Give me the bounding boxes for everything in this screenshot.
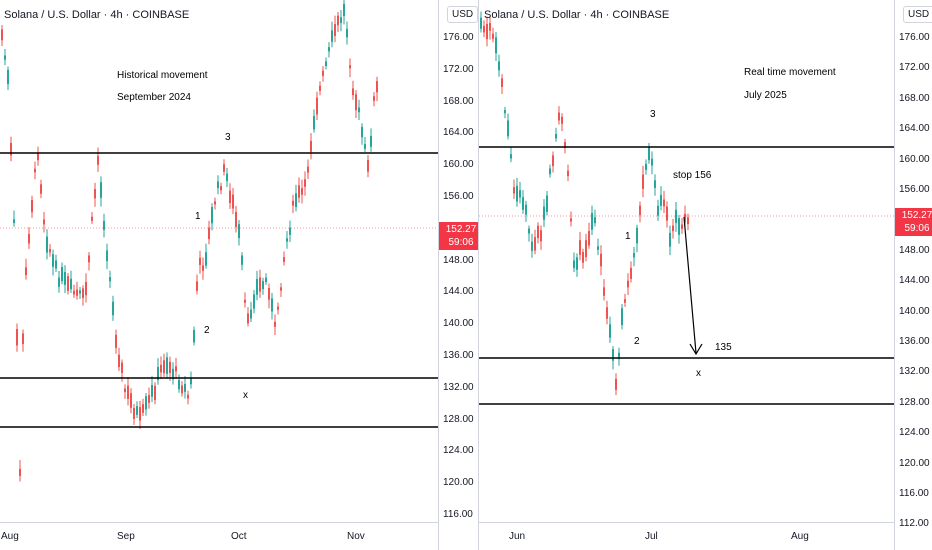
- wave-x-label: x: [243, 390, 248, 401]
- target-label: 135: [715, 342, 732, 353]
- annotation-date: September 2024: [117, 92, 191, 103]
- annotation-historical: Historical movement: [117, 70, 208, 81]
- time-label-aug: Aug: [1, 531, 19, 542]
- price-label: 124.00: [899, 427, 930, 439]
- price-label: 156.00: [899, 184, 930, 195]
- currency-button[interactable]: USD: [903, 6, 932, 23]
- time-label-aug: Aug: [791, 531, 809, 542]
- price-label: 160.00: [443, 159, 474, 171]
- last-price-tag: 152.27 59:06: [895, 208, 932, 236]
- price-label: 140.00: [899, 305, 930, 317]
- time-axis[interactable]: [479, 522, 894, 550]
- price-label: 164.00: [899, 123, 930, 135]
- wave-2-label: 2: [634, 336, 640, 347]
- price-label: 172.00: [443, 63, 474, 75]
- right-price-chart[interactable]: [479, 0, 894, 522]
- price-label: 160.00: [899, 153, 930, 165]
- projection-arrow: [683, 216, 703, 356]
- wave-3-label: 3: [225, 132, 231, 143]
- price-label: 132.00: [899, 366, 930, 378]
- last-price-tag: 152.27 59:06: [439, 222, 478, 250]
- price-label: 168.00: [899, 92, 930, 104]
- chart-title: Solana / U.S. Dollar · 4h · COINBASE: [4, 9, 190, 21]
- left-price-chart[interactable]: [0, 0, 438, 522]
- price-label: 176.00: [899, 32, 930, 43]
- price-label: 148.00: [899, 244, 930, 256]
- stop-label: stop 156: [673, 170, 712, 181]
- price-label: 148.00: [443, 254, 474, 266]
- time-label-oct: Oct: [231, 531, 247, 542]
- price-label: 120.00: [899, 457, 930, 469]
- price-label: 144.00: [443, 286, 474, 298]
- currency-button[interactable]: USD: [447, 6, 478, 23]
- price-label: 116.00: [443, 509, 473, 520]
- price-label: 128.00: [443, 413, 474, 425]
- annotation-date: July 2025: [744, 90, 787, 101]
- left-chart-panel[interactable]: Solana / U.S. Dollar · 4h · COINBASE His…: [0, 0, 478, 550]
- price-label: 164.00: [443, 127, 474, 139]
- time-label-nov: Nov: [347, 531, 365, 542]
- price-label: 120.00: [443, 477, 474, 489]
- last-price: 152.27: [901, 210, 932, 221]
- price-label: 124.00: [443, 445, 474, 457]
- wave-1-label: 1: [195, 211, 201, 222]
- price-axis[interactable]: USD 176.00 172.00 168.00 164.00 160.00 156.00…: [894, 0, 932, 550]
- price-label: 128.00: [899, 396, 930, 408]
- wave-1-label: 1: [625, 231, 631, 242]
- time-axis[interactable]: [0, 522, 438, 550]
- wave-2-label: 2: [204, 325, 210, 336]
- time-label-sep: Sep: [117, 531, 135, 542]
- price-axis[interactable]: USD 176.00 172.00 168.00 164.00 160.00 156.00…: [438, 0, 478, 550]
- right-chart-panel[interactable]: Solana / U.S. Dollar · 4h · COINBASE Rea…: [478, 0, 932, 550]
- wave-3-label: 3: [650, 109, 656, 120]
- price-label: 144.00: [899, 275, 930, 287]
- price-label: 156.00: [443, 191, 474, 202]
- time-label-jun: Jun: [509, 531, 526, 542]
- price-label: 116.00: [899, 488, 929, 499]
- last-price: 152.27: [445, 224, 477, 235]
- chart-title: Solana / U.S. Dollar · 4h · COINBASE: [484, 9, 670, 21]
- price-label: 176.00: [443, 32, 474, 43]
- price-label: 168.00: [443, 95, 474, 107]
- annotation-realtime: Real time movement: [744, 67, 836, 78]
- wave-x-label: x: [696, 368, 701, 379]
- price-label: 140.00: [443, 318, 474, 330]
- bar-countdown: 59:06: [448, 237, 474, 248]
- price-label: 172.00: [899, 62, 930, 74]
- bar-countdown: 59:06: [904, 223, 930, 234]
- time-label-jul: Jul: [645, 531, 658, 542]
- price-label: 136.00: [443, 350, 474, 361]
- candles: [1, 0, 378, 482]
- price-label: 132.00: [443, 381, 474, 393]
- price-label: 136.00: [899, 336, 930, 347]
- candles: [480, 11, 689, 395]
- price-label: 112.00: [899, 518, 929, 530]
